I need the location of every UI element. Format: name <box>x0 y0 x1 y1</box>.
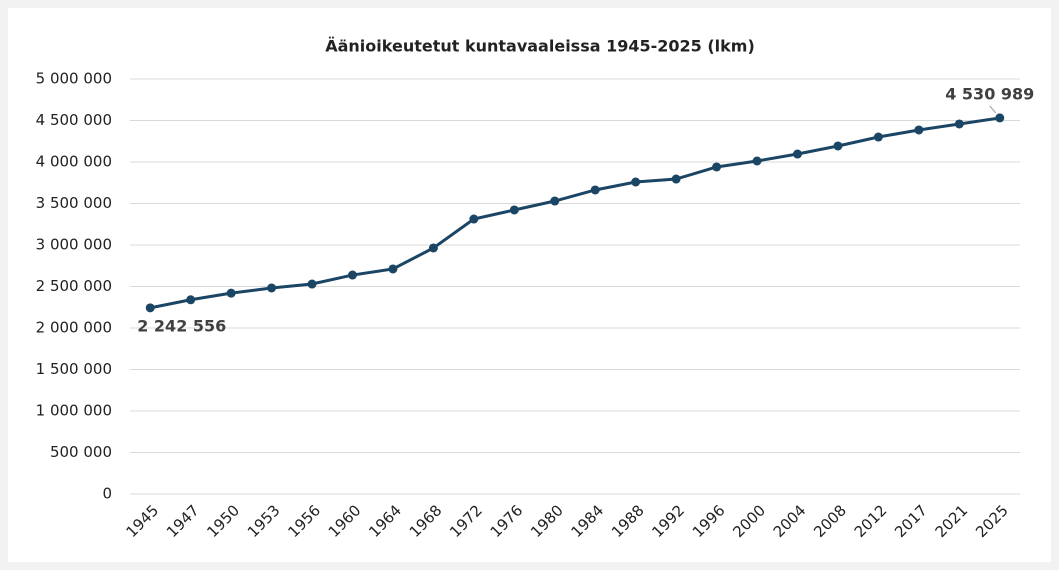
leader-line <box>989 105 997 114</box>
data-point <box>712 162 722 172</box>
y-tick-label: 1 000 000 <box>36 402 112 420</box>
y-tick-label: 0 <box>102 485 112 503</box>
chart-title: Äänioikeutetut kuntavaaleissa 1945-2025 … <box>325 37 755 56</box>
data-point <box>995 113 1005 123</box>
data-point <box>793 149 802 159</box>
data-point <box>509 205 519 215</box>
y-tick-label: 5 000 000 <box>36 70 112 88</box>
y-tick-label: 4 000 000 <box>36 153 112 171</box>
y-tick-label: 2 000 000 <box>36 319 112 337</box>
data-point <box>590 185 600 195</box>
data-point <box>550 196 560 206</box>
data-point <box>873 132 883 142</box>
y-tick-label: 3 000 000 <box>36 236 112 254</box>
data-point <box>267 283 277 293</box>
data-point <box>914 125 924 135</box>
data-point <box>145 303 155 313</box>
series-line <box>149 116 1000 310</box>
data-point <box>469 214 479 224</box>
data-label: 4 530 989 <box>945 84 1034 103</box>
data-point <box>226 288 236 298</box>
data-point <box>348 270 357 280</box>
data-point <box>388 264 398 274</box>
data-point <box>307 279 317 289</box>
y-tick-label: 2 500 000 <box>36 277 112 295</box>
y-tick-label: 4 500 000 <box>36 111 112 129</box>
data-point <box>671 174 681 184</box>
data-point <box>954 119 964 129</box>
y-tick-label: 500 000 <box>50 443 112 461</box>
data-point <box>631 177 641 187</box>
data-label: 2 242 556 <box>137 316 226 335</box>
y-tick-label: 1 500 000 <box>36 360 112 378</box>
data-point <box>186 295 196 305</box>
chart-area <box>8 8 1051 562</box>
y-tick-label: 3 500 000 <box>36 194 112 212</box>
data-point <box>428 243 438 253</box>
data-point <box>752 156 762 166</box>
data-point <box>833 141 843 151</box>
